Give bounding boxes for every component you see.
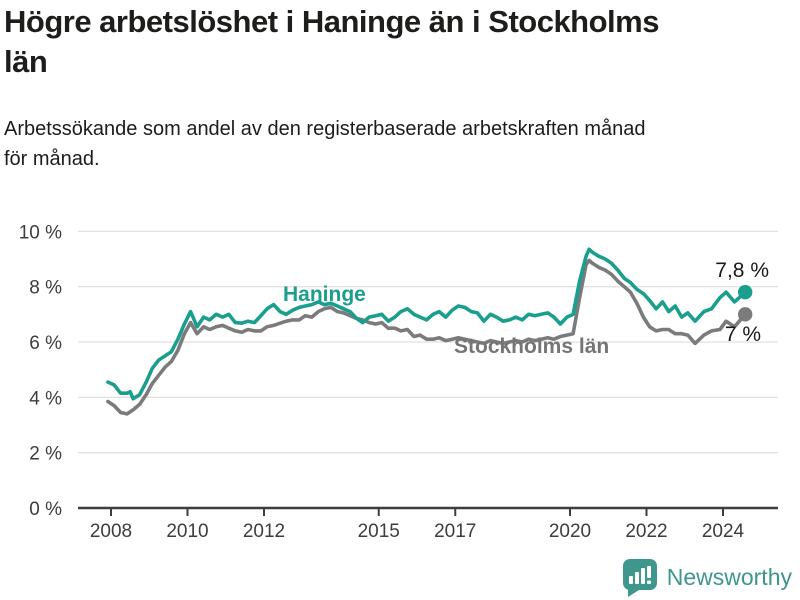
series-lines (106, 247, 753, 416)
line-haninge (106, 247, 748, 401)
x-axis-label: 2022 (625, 521, 667, 542)
gridlines: 0 % 2 % 4 % 6 % 8 % 10 % (19, 222, 778, 520)
end-dot-haninge (737, 284, 753, 300)
line-stockholms-l-n (106, 258, 748, 416)
y-axis-label: 6 % (29, 333, 62, 354)
y-axis-label: 8 % (29, 278, 62, 299)
bar-chart-speech-bubble-icon (622, 559, 657, 597)
y-axis-label: 0 % (29, 499, 62, 520)
end-value-label-stockholms-lan: 7 % (725, 323, 761, 346)
series-label-stockholms-lan: Stockholms län (454, 335, 609, 358)
brand-name: Newsworthy (666, 563, 792, 590)
x-axis-label: 2020 (549, 521, 591, 542)
x-axis-label: 2012 (243, 521, 285, 542)
end-dot-stockholms-l-n (737, 307, 753, 322)
chart-subtitle: Arbetssökande som andel av den registerb… (4, 118, 646, 170)
page-title: Högre arbetslöshet i Haninge än i Stockh… (4, 4, 659, 79)
x-axis-label: 2024 (702, 521, 745, 542)
series-label-haninge: Haninge (283, 283, 366, 306)
y-axis-label: 10 % (19, 222, 62, 243)
end-value-label-haninge: 7,8 % (715, 259, 769, 282)
x-axis: 2008 2010 2012 2015 2017 2020 2022 2024 (78, 506, 778, 542)
y-axis-label: 4 % (29, 388, 62, 409)
x-axis-label: 2008 (90, 521, 132, 542)
y-axis-label: 2 % (29, 444, 62, 465)
x-axis-label: 2017 (434, 521, 476, 542)
x-axis-label: 2015 (358, 521, 400, 542)
newsworthy-logo: Newsworthy (622, 557, 792, 597)
x-axis-label: 2010 (166, 521, 208, 542)
